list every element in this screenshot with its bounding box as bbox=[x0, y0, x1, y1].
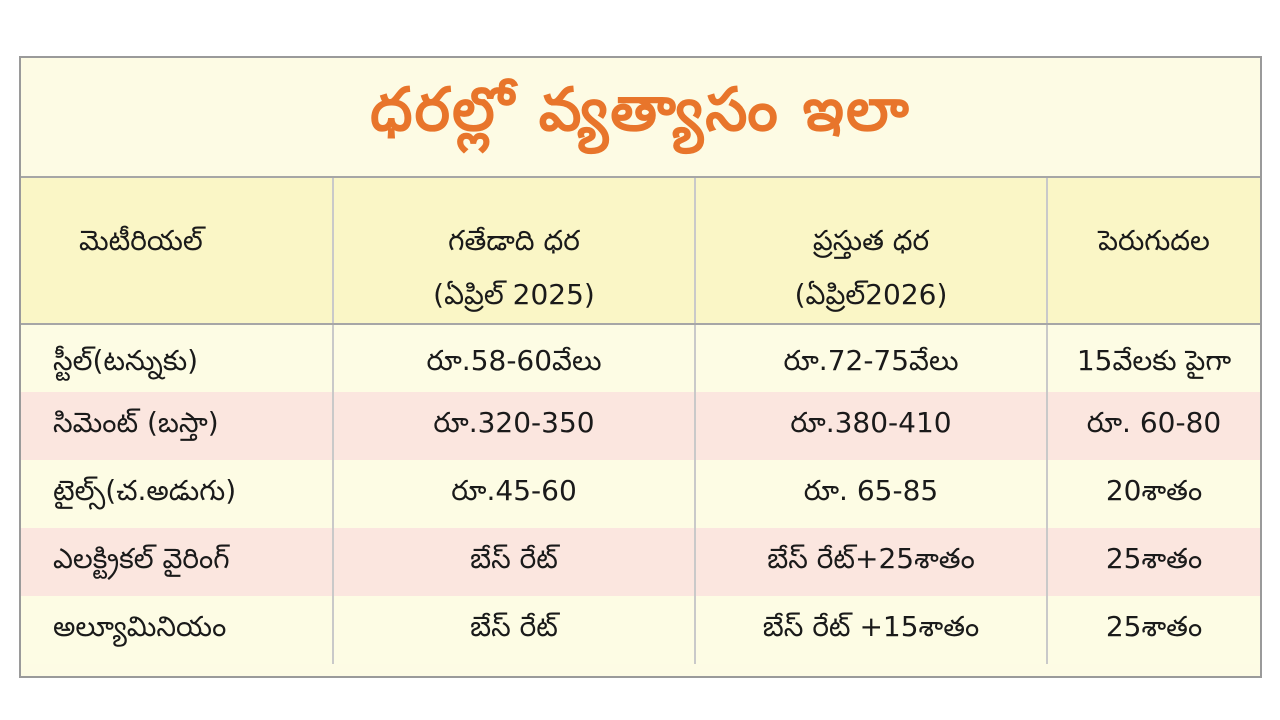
last-year-price-cell: రూ.320-350 bbox=[333, 392, 696, 460]
last-year-price-cell: రూ.45-60 bbox=[333, 460, 696, 528]
last-year-price-cell: రూ.58-60వేలు bbox=[333, 324, 696, 392]
header-last-year-price: గతేడాది ధర (ఏప్రిల్ 2025) bbox=[333, 178, 696, 325]
material-cell: సిమెంట్ (బస్తా) bbox=[21, 392, 334, 460]
header-row: మెటీరియల్ గతేడాది ధర (ఏప్రిల్ 2025) ప్రస… bbox=[21, 178, 1260, 325]
table-row: ఎలక్ట్రికల్ వైరింగ్ బేస్ రేట్ బేస్ రేట్+… bbox=[21, 528, 1260, 596]
header-current-label: ప్రస్తుత ధర bbox=[812, 224, 930, 257]
header-current-price: ప్రస్తుత ధర (ఏప్రిల్2026) bbox=[695, 178, 1048, 325]
current-price-cell: రూ.380-410 bbox=[695, 392, 1048, 460]
last-year-price-cell: బేస్ రేట్ bbox=[333, 528, 696, 596]
header-material-label: మెటీరియల్ bbox=[79, 224, 203, 257]
header-last-year-date: (ఏప్రిల్ 2025) bbox=[433, 278, 595, 311]
increase-cell: రూ. 60-80 bbox=[1086, 406, 1222, 439]
header-current-date: (ఏప్రిల్2026) bbox=[794, 278, 948, 311]
table-row: అల్యూమినియం బేస్ రేట్ బేస్ రేట్ +15శాతం … bbox=[21, 596, 1260, 664]
material-cell: స్టీల్(టన్నుకు) bbox=[21, 324, 334, 392]
table-row: స్టీల్(టన్నుకు) రూ.58-60వేలు రూ.72-75వేల… bbox=[21, 324, 1260, 392]
table-title: ధరల్లో వ్యత్యాసం ఇలా bbox=[370, 75, 911, 145]
price-comparison-table: ధరల్లో వ్యత్యాసం ఇలా మెటీరియల్ గతేడాది ధ… bbox=[19, 56, 1262, 678]
current-price-cell: రూ. 65-85 bbox=[695, 460, 1048, 528]
header-last-year-label: గతేడాది ధర bbox=[448, 224, 580, 257]
header-increase-label: పెరుగుదల bbox=[1098, 224, 1210, 257]
material-cell: టైల్స్(చ.అడుగు) bbox=[21, 460, 334, 528]
increase-cell: 25శాతం bbox=[1105, 610, 1203, 643]
material-cell: అల్యూమినియం bbox=[21, 596, 334, 664]
material-cell: ఎలక్ట్రికల్ వైరింగ్ bbox=[21, 528, 334, 596]
title-bar: ధరల్లో వ్యత్యాసం ఇలా bbox=[21, 58, 1260, 178]
increase-cell: 15వేలకు పైగా bbox=[1076, 344, 1232, 377]
data-table: మెటీరియల్ గతేడాది ధర (ఏప్రిల్ 2025) ప్రస… bbox=[21, 178, 1260, 664]
current-price-cell: రూ.72-75వేలు bbox=[695, 324, 1048, 392]
current-price-cell: బేస్ రేట్ +15శాతం bbox=[695, 596, 1048, 664]
header-increase: పెరుగుదల bbox=[1047, 178, 1260, 325]
increase-cell: 25శాతం bbox=[1105, 542, 1203, 575]
increase-cell: 20శాతం bbox=[1105, 474, 1203, 507]
last-year-price-cell: బేస్ రేట్ bbox=[333, 596, 696, 664]
header-material: మెటీరియల్ bbox=[21, 178, 334, 325]
current-price-cell: బేస్ రేట్+25శాతం bbox=[695, 528, 1048, 596]
table-row: టైల్స్(చ.అడుగు) రూ.45-60 రూ. 65-85 20శాత… bbox=[21, 460, 1260, 528]
table-row: సిమెంట్ (బస్తా) రూ.320-350 రూ.380-410 రూ… bbox=[21, 392, 1260, 460]
